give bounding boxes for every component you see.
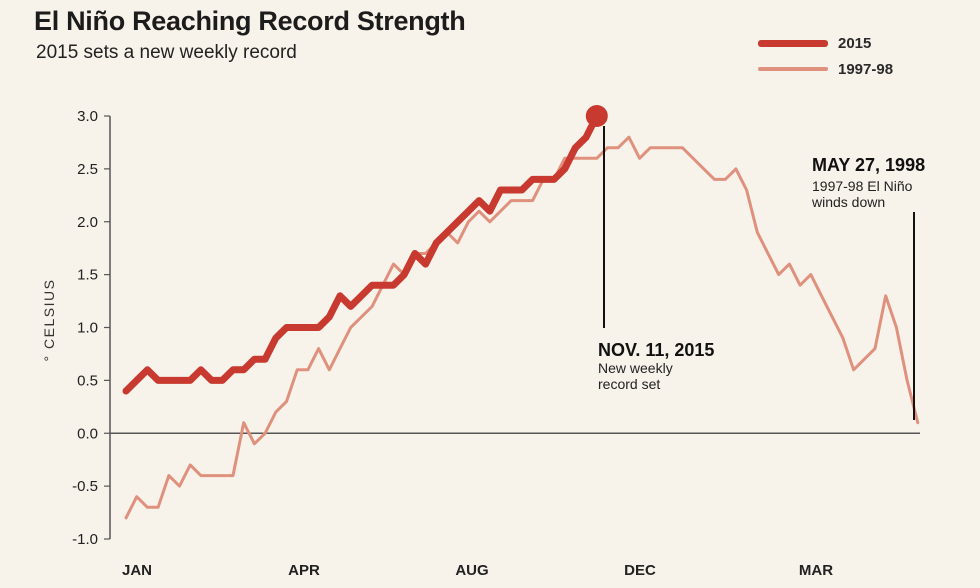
record-marker: [585, 105, 608, 127]
y-tick-label: 1.5: [77, 267, 98, 284]
chart-subtitle: 2015 sets a new weekly record: [36, 42, 297, 63]
legend-item-2015: 2015: [758, 30, 893, 56]
y-tick-label: 2.5: [77, 161, 98, 178]
y-tick-label: 0.5: [77, 372, 98, 389]
x-tick-label: APR: [288, 562, 320, 579]
series-line-1997-98: [124, 135, 920, 520]
annotation-text-may-1998: 1997-98 El Niño: [812, 178, 913, 194]
legend: 2015 1997-98: [758, 30, 893, 82]
y-tick-label: -0.5: [72, 478, 98, 495]
y-axis: 3.0 2.5 2.0 1.5 1.0 0.5 0.0 -0.5 -1.0: [72, 108, 110, 548]
annotation-text-nov-2015: New weekly: [598, 360, 673, 376]
y-tick-label: 1.0: [77, 320, 98, 337]
annotation-title-may-1998: MAY 27, 1998: [812, 155, 925, 175]
y-tick-label: 2.0: [77, 214, 98, 231]
legend-swatch-1997-98: [758, 67, 828, 71]
x-tick-label: AUG: [455, 562, 488, 579]
chart-title: El Niño Reaching Record Strength: [34, 6, 466, 36]
legend-item-1997-98: 1997-98: [758, 56, 893, 82]
y-tick-label: -1.0: [72, 531, 98, 548]
annotation-text-may-1998: winds down: [811, 194, 885, 210]
annotation-text-nov-2015: record set: [598, 376, 660, 392]
series-line-2015: [122, 112, 601, 395]
x-tick-label: DEC: [624, 562, 656, 579]
x-tick-label: MAR: [799, 562, 833, 579]
y-tick-label: 3.0: [77, 108, 98, 125]
y-axis-title: ° CELSIUS: [41, 279, 57, 362]
x-axis: JAN APR AUG DEC MAR: [122, 562, 833, 579]
legend-label-1997-98: 1997-98: [838, 60, 894, 78]
legend-swatch-2015: [758, 39, 828, 47]
y-tick-label: 0.0: [77, 425, 98, 442]
legend-label-2015: 2015: [838, 34, 872, 52]
x-tick-label: JAN: [122, 562, 152, 579]
annotation-title-nov-2015: NOV. 11, 2015: [598, 340, 714, 360]
